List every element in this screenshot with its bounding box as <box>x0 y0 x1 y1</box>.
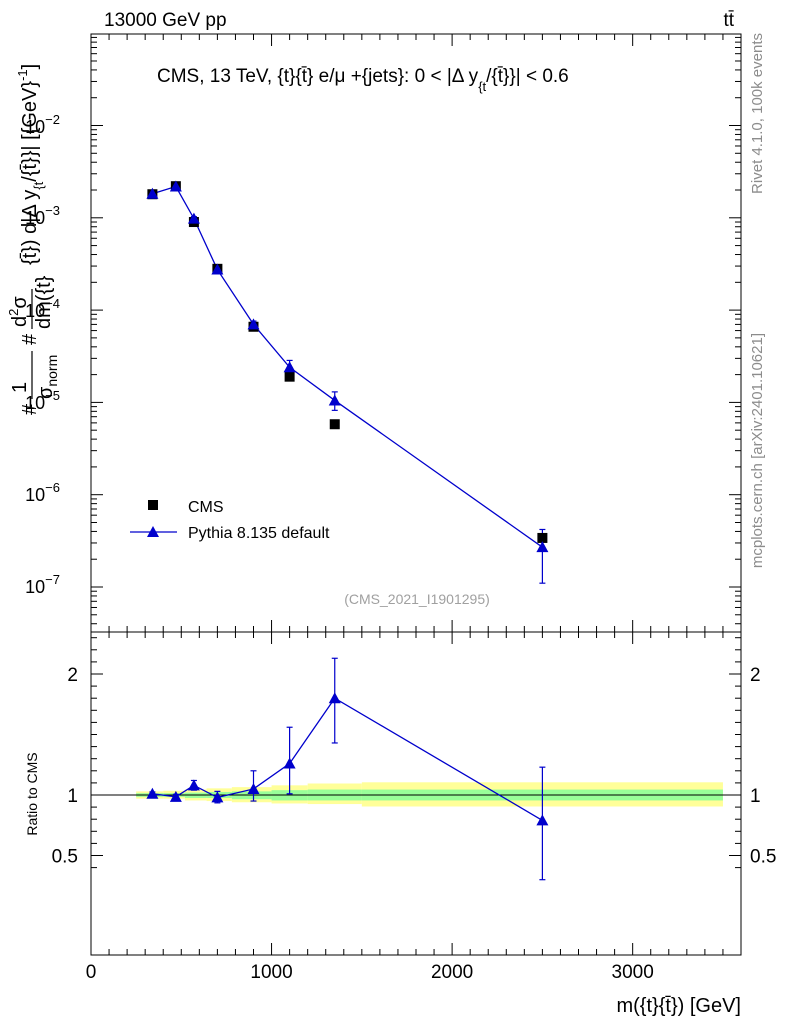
y-tick-label: 10−7 <box>25 572 60 597</box>
analysis-watermark: (CMS_2021_I1901295) <box>344 591 490 607</box>
ratio-y-tick-labels: 0.5 0.5 1 1 2 2 <box>52 665 777 868</box>
ratio-point <box>146 787 159 799</box>
legend-pythia-marker <box>147 526 159 537</box>
ratio-point <box>211 791 224 803</box>
legend-cms-marker <box>148 500 158 510</box>
svg-text:dm({t}: dm({t} <box>33 275 55 329</box>
ratio-point <box>187 779 200 791</box>
x-tick-label: 1000 <box>250 962 292 983</box>
x-axis-label: m({t}{t̄}) [GeV] <box>616 995 741 1017</box>
main-x-ticks <box>90 34 724 632</box>
x-tick-label: 3000 <box>612 962 654 983</box>
pythia-point <box>211 263 224 275</box>
cms-series <box>146 180 549 553</box>
ratio-y-tick-label-right: 2 <box>750 665 761 686</box>
pythia-point <box>169 180 182 192</box>
y-tick-label: 10−2 <box>25 112 60 137</box>
svg-text:{t̄}) d|Δ y{t/{t̄}}| [{GeV}-: {t̄}) d|Δ y{t/{t̄}}| [{GeV}-1] <box>15 64 46 265</box>
pythia-point <box>146 187 159 199</box>
main-panel: 10−7 10−6 10−5 10−4 10−3 10−2 CMS, 13 Te… <box>6 33 742 633</box>
cms-point <box>329 419 340 430</box>
cms-point <box>284 371 295 382</box>
ratio-point <box>247 782 260 794</box>
y-tick-label: 10−5 <box>25 388 60 413</box>
pythia-point <box>328 394 341 406</box>
main-y-axis-label: # 1 σnorm # d2σ dm({t} {t̄}) d|Δ y{t/{t̄… <box>6 64 60 415</box>
main-frame <box>90 33 742 633</box>
legend: CMS Pythia 8.135 default <box>130 499 330 542</box>
ratio-point <box>169 790 182 802</box>
mcplots-label: mcplots.cern.ch [arXiv:2401.10621] <box>749 333 766 568</box>
main-y-ticks <box>91 36 741 625</box>
pythia-point <box>283 361 296 373</box>
pythia-point <box>247 318 260 330</box>
svg-text:#: # <box>19 403 41 415</box>
pythia-point <box>536 541 549 553</box>
x-tick-labels: 0 1000 2000 3000 <box>86 962 654 983</box>
ratio-y-tick-label: 0.5 <box>52 847 78 868</box>
ratio-y-tick-label-right: 1 <box>750 786 761 807</box>
ratio-uncertainty-bands <box>136 782 723 807</box>
y-tick-label: 10−3 <box>25 203 60 228</box>
y-tick-label: 10−6 <box>25 480 60 505</box>
pythia-point <box>187 212 200 224</box>
svg-text:1: 1 <box>9 382 31 393</box>
pythia-line <box>152 185 543 548</box>
ratio-ticks <box>90 632 741 955</box>
ratio-panel: 0.5 0.5 1 1 2 2 0 1000 2000 3000 Ratio to CMS m(… <box>24 631 777 1017</box>
plot-title: CMS, 13 TeV, {t}{t̄} e/μ +{jets}: 0 < |Δ… <box>157 66 569 94</box>
ratio-point <box>283 757 296 769</box>
ratio-point <box>328 692 341 704</box>
pythia-series <box>149 184 546 584</box>
process-label: tt̄ <box>723 10 734 31</box>
beam-label: 13000 GeV pp <box>104 10 227 31</box>
ratio-pythia-series <box>146 657 549 881</box>
ratio-y-tick-label: 2 <box>67 665 78 686</box>
legend-pythia-label: Pythia 8.135 default <box>188 525 330 542</box>
svg-text:d2σ: d2σ <box>6 296 31 327</box>
main-y-tick-labels: 10−7 10−6 10−5 10−4 10−3 10−2 <box>25 112 60 597</box>
cms-point <box>537 532 548 543</box>
ratio-y-tick-label: 1 <box>67 786 78 807</box>
y-tick-label: 10−4 <box>25 296 60 321</box>
x-tick-label: 0 <box>86 962 97 983</box>
rivet-label: Rivet 4.1.0, 100k events <box>749 33 766 194</box>
legend-cms-label: CMS <box>188 499 224 516</box>
svg-text:#: # <box>19 333 41 345</box>
ratio-line <box>152 697 543 821</box>
x-tick-label: 2000 <box>431 962 473 983</box>
ratio-y-tick-label-right: 0.5 <box>750 847 776 868</box>
ratio-y-axis-label: Ratio to CMS <box>24 752 40 835</box>
ratio-point <box>536 814 549 826</box>
svg-text:σnorm: σnorm <box>35 355 60 399</box>
